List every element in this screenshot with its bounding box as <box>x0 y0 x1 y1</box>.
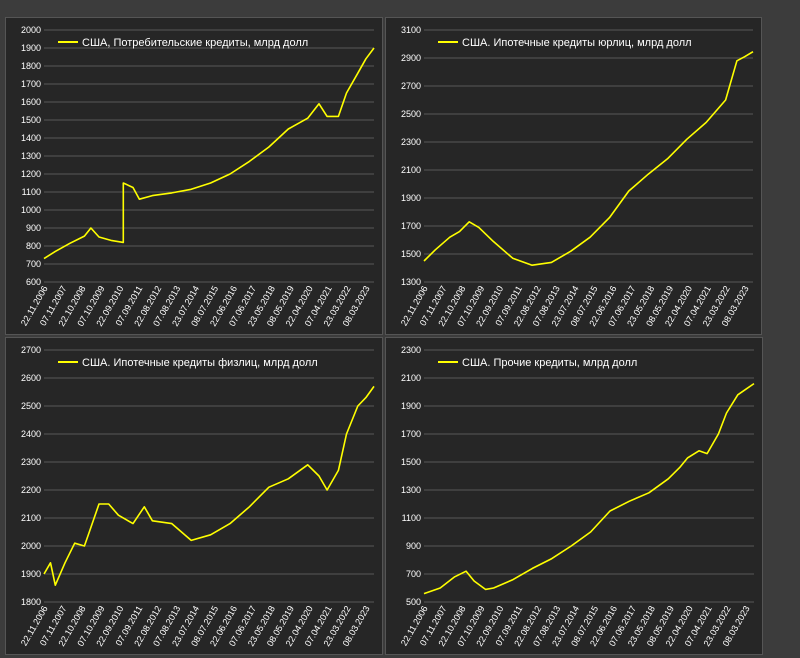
series-line <box>423 51 754 266</box>
y-tick-label: 1300 <box>401 277 421 287</box>
y-tick-label: 1400 <box>21 133 41 143</box>
chart-individual-mortgage: 1800 1900 2000 2100 2200 2300 2400 2500 2600 2700… <box>19 345 375 648</box>
y-tick-label: 1300 <box>401 485 421 495</box>
legend-label: США, Потребительские кредиты, млрд долл <box>82 37 308 49</box>
y-tick-label: 1700 <box>21 79 41 89</box>
y-tick-label: 1800 <box>21 597 41 607</box>
y-tick-label: 2700 <box>401 81 421 91</box>
y-tick-label: 1000 <box>21 205 41 215</box>
chart-panel-consumer-credit: 600 700 800 900 1000 1100 1200 1300 1400 1500 1600… <box>5 17 383 335</box>
y-tick-label: 500 <box>406 597 421 607</box>
chart-panel-other-credit: 500 700 900 1100 1300 1500 1700 1900 2100 2300 22.… <box>385 337 763 655</box>
y-tick-label: 1500 <box>401 249 421 259</box>
y-tick-label: 1700 <box>401 221 421 231</box>
y-tick-label: 1500 <box>401 457 421 467</box>
series-line <box>423 382 755 595</box>
y-tick-label: 2100 <box>401 165 421 175</box>
legend-label: США. Ипотечные кредиты юрлиц, млрд долл <box>462 37 692 49</box>
chart-panel-individual-mortgage: 1800 1900 2000 2100 2200 2300 2400 2500 2600 2700… <box>5 337 383 655</box>
y-tick-label: 1900 <box>401 193 421 203</box>
legend-label: США. Ипотечные кредиты физлиц, млрд долл <box>82 357 318 369</box>
y-tick-label: 2500 <box>21 401 41 411</box>
y-tick-label: 1700 <box>401 429 421 439</box>
y-tick-label: 1900 <box>401 401 421 411</box>
chart-other-credit: 500700900110013001500170019002100230022.… <box>399 345 755 648</box>
y-tick-label: 800 <box>26 241 41 251</box>
y-tick-label: 2900 <box>401 53 421 63</box>
y-tick-label: 2300 <box>21 457 41 467</box>
y-tick-label: 700 <box>26 259 41 269</box>
series-line <box>43 385 375 586</box>
y-tick-label: 900 <box>406 541 421 551</box>
y-tick-label: 1100 <box>22 187 41 197</box>
y-tick-label: 900 <box>26 223 41 233</box>
y-tick-label: 2400 <box>21 429 41 439</box>
y-tick-label: 1900 <box>21 569 41 579</box>
y-tick-label: 1300 <box>21 151 41 161</box>
y-tick-label: 2500 <box>401 109 421 119</box>
y-tick-label: 2700 <box>21 345 41 355</box>
y-tick-label: 2000 <box>21 541 41 551</box>
y-tick-label: 1800 <box>21 61 41 71</box>
chart-corporate-mortgage: 1300 1500 1700 1900 2100 2300 2500 2700 2900 3100… <box>399 25 754 328</box>
y-tick-label: 1900 <box>21 43 41 53</box>
y-tick-label: 1100 <box>402 513 421 523</box>
y-tick-label: 600 <box>26 277 41 287</box>
y-tick-label: 2300 <box>401 137 421 147</box>
y-tick-label: 2000 <box>21 25 41 35</box>
y-tick-label: 2600 <box>21 373 41 383</box>
y-tick-label: 2300 <box>401 345 421 355</box>
y-tick-label: 1600 <box>21 97 41 107</box>
y-tick-label: 1200 <box>21 169 41 179</box>
y-tick-label: 2200 <box>21 485 41 495</box>
y-tick-label: 2100 <box>21 513 41 523</box>
y-tick-label: 1500 <box>21 115 41 125</box>
chart-consumer-credit: 600 700 800 900 1000 1100 1200 1300 1400 1500 1600… <box>19 25 375 328</box>
y-tick-label: 3100 <box>401 25 421 35</box>
y-tick-label: 2100 <box>401 373 421 383</box>
chart-panel-corporate-mortgage: 1300 1500 1700 1900 2100 2300 2500 2700 2900 3100… <box>385 17 762 335</box>
legend-label: США. Прочие кредиты, млрд долл <box>462 357 637 369</box>
y-tick-label: 700 <box>406 569 421 579</box>
series-line <box>43 47 375 260</box>
